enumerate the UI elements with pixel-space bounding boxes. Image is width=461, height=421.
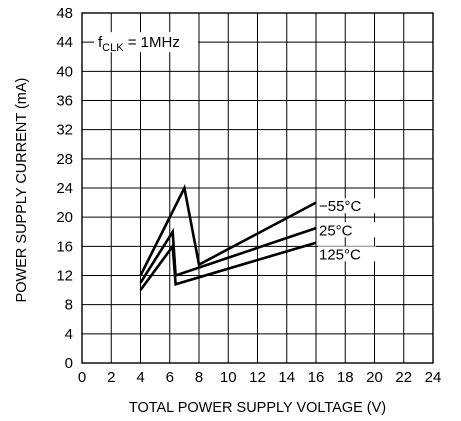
annotation-base: f xyxy=(98,34,103,51)
y-tick-label-28: 28 xyxy=(56,151,73,168)
y-tick-label-0: 0 xyxy=(65,355,73,372)
y-tick-label-44: 44 xyxy=(56,34,73,51)
x-tick-label-14: 14 xyxy=(278,369,295,386)
y-tick-label-12: 12 xyxy=(56,268,73,285)
y-tick-label-4: 4 xyxy=(65,326,73,343)
series-lines xyxy=(139,183,317,291)
curve-label-bg-2 xyxy=(318,246,376,262)
x-tick-label-0: 0 xyxy=(78,369,86,386)
y-tick-label-8: 8 xyxy=(65,297,73,314)
x-tick-label-18: 18 xyxy=(337,369,354,386)
y-tick-label-20: 20 xyxy=(56,209,73,226)
annotation-rest: = 1MHz xyxy=(124,34,180,51)
y-tick-label-24: 24 xyxy=(56,180,73,197)
y-tick-label-40: 40 xyxy=(56,63,73,80)
series-line-0 xyxy=(139,183,317,277)
x-tick-label-24: 24 xyxy=(425,369,442,386)
series-line-2 xyxy=(139,241,317,291)
x-axis-title: TOTAL POWER SUPPLY VOLTAGE (V) xyxy=(129,400,386,416)
curve-label-bg-1 xyxy=(318,222,376,238)
y-axis-title: POWER SUPPLY CURRENT (mA) xyxy=(14,78,30,303)
curve-label-0: −55°C xyxy=(319,198,361,215)
curve-label-bg-0 xyxy=(318,198,376,214)
x-tick-label-4: 4 xyxy=(136,369,144,386)
plot-frame xyxy=(81,12,434,364)
annotation-text: fCLK = 1MHz xyxy=(98,34,180,54)
grid xyxy=(82,13,433,363)
curve-labels: −55°C 25°C 125°C xyxy=(318,198,376,263)
x-tick-label-22: 22 xyxy=(395,369,412,386)
x-tick-label-8: 8 xyxy=(195,369,203,386)
x-tick-label-16: 16 xyxy=(308,369,325,386)
y-tick-label-48: 48 xyxy=(56,5,73,22)
y-tick-label-32: 32 xyxy=(56,122,73,139)
y-tick-label-36: 36 xyxy=(56,93,73,110)
annotation-subscript: CLK xyxy=(102,42,124,54)
frequency-annotation: fCLK = 1MHz xyxy=(94,32,198,54)
x-tick-label-10: 10 xyxy=(220,369,237,386)
curve-label-2: 125°C xyxy=(319,246,361,263)
y-tick-label-16: 16 xyxy=(56,238,73,255)
x-tick-label-6: 6 xyxy=(166,369,174,386)
x-tick-label-20: 20 xyxy=(366,369,383,386)
x-tick-label-12: 12 xyxy=(249,369,266,386)
curve-label-1: 25°C xyxy=(319,222,353,239)
x-tick-label-2: 2 xyxy=(107,369,115,386)
x-tick-labels: 0 2 4 6 8 10 12 14 16 18 20 22 24 xyxy=(78,369,442,386)
annotation-background xyxy=(94,32,198,53)
